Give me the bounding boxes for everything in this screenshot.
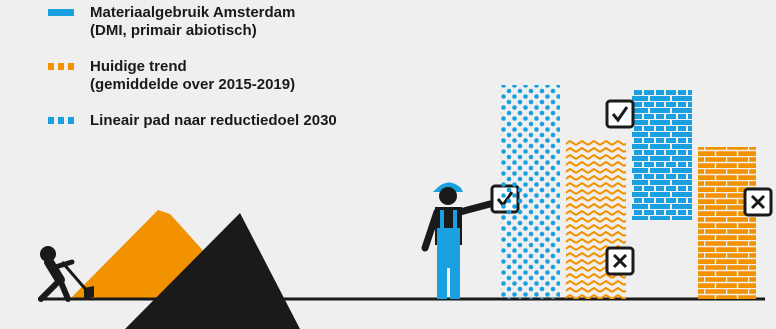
orange-mountain — [70, 210, 210, 299]
digging-worker-icon — [38, 246, 94, 302]
construction-worker-icon — [421, 182, 494, 299]
column-bricks-blue — [632, 90, 692, 220]
checkbox-checked-icon — [605, 99, 635, 129]
checkbox-cross-icon — [605, 246, 635, 276]
legend-item-materiaalgebruik: Materiaalgebruik Amsterdam (DMI, primair… — [48, 4, 408, 40]
legend: Materiaalgebruik Amsterdam (DMI, primair… — [48, 4, 408, 142]
legend-swatch-solid-blue — [48, 9, 74, 16]
legend-label: Lineair pad naar reductiedoel 2030 — [90, 112, 337, 129]
checkbox-cross-icon — [743, 187, 773, 217]
legend-sublabel: (DMI, primair abiotisch) — [90, 22, 257, 39]
legend-swatch-dashed-orange — [48, 63, 74, 70]
legend-sublabel: (gemiddelde over 2015-2019) — [90, 76, 296, 93]
legend-item-huidige-trend: Huidige trend (gemiddelde over 2015-2019… — [48, 58, 408, 94]
legend-label: Huidige trend — [90, 58, 187, 75]
legend-swatch-dashed-blue — [48, 117, 74, 124]
column-dotted-blue — [500, 85, 560, 299]
legend-label: Materiaalgebruik Amsterdam — [90, 4, 296, 21]
column-bricks-orange — [698, 147, 756, 299]
legend-item-lineair-pad: Lineair pad naar reductiedoel 2030 — [48, 112, 408, 130]
